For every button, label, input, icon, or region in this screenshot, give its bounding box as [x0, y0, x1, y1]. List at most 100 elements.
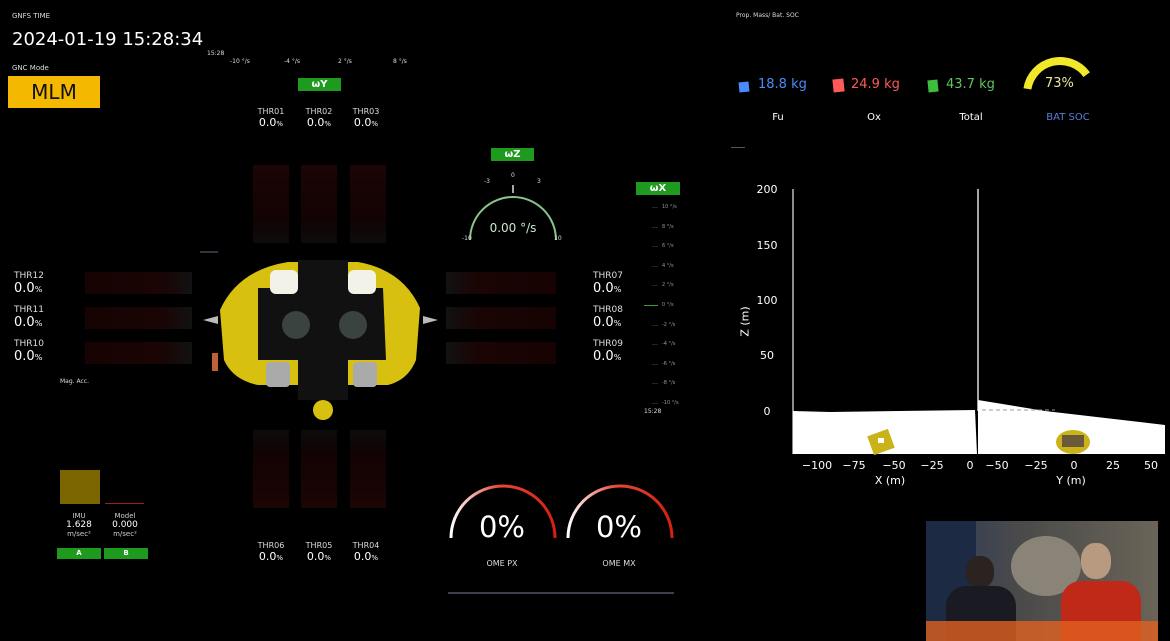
divider [448, 592, 674, 594]
scale-tick-label: 10 °/s [662, 204, 677, 210]
z-tick: 100 [756, 294, 778, 307]
scale-tick-label: 4 °/s [662, 262, 674, 269]
scale-tick-label: -10 °/s [662, 400, 679, 406]
imu-unit: m/sec² [67, 530, 91, 538]
thruster-thr10: THR10 0.0% [14, 339, 64, 364]
thruster-thr03: THR03 0.0% [341, 107, 391, 129]
x-tick: −50 [882, 459, 906, 472]
model-b-button[interactable]: B [104, 548, 148, 559]
unit: % [371, 120, 379, 128]
unit: % [371, 554, 379, 562]
thruster-value: 0.0 [593, 281, 614, 296]
thruster-value: 0.0 [258, 116, 277, 129]
scale-tick-label: -6 °/s [662, 360, 676, 367]
gauge-tick: 0 [511, 172, 515, 179]
ome-mx-value: 0% [595, 510, 642, 544]
thruster-name: THR02 [305, 107, 333, 116]
divider [731, 147, 745, 148]
scale-tick-line [652, 383, 658, 385]
thruster-thr12: THR12 0.0% [14, 271, 64, 296]
thruster-thr06: THR06 0.0% [246, 541, 296, 563]
mag-acc-title: Mag. Acc. [60, 378, 89, 385]
scale-tick-line [652, 207, 658, 208]
unit: % [276, 554, 284, 562]
y-tick: −25 [1024, 459, 1048, 472]
total-color-icon [927, 79, 939, 93]
x-tick: −100 [801, 459, 833, 472]
thruster-name: THR08 [593, 305, 623, 315]
y-axis-label: Y (m) [1056, 474, 1086, 487]
scale-tick-label: -4 °/s [662, 341, 676, 348]
thruster-value: 0.0 [14, 315, 35, 330]
gauge-arc [469, 196, 557, 241]
ox-label: Ox [867, 112, 881, 123]
y-tick: 25 [1106, 459, 1120, 472]
gauge-tick: 10 [554, 235, 562, 242]
thruster-bar [446, 342, 556, 364]
scale-tick-line [652, 226, 658, 228]
omega-z-value: 0.00 °/s [489, 221, 537, 235]
scale-tick-label: 8 °/s [662, 223, 674, 230]
fu-color-icon [738, 81, 750, 93]
thruster-name: THR01 [257, 107, 285, 116]
gauge-tick: 3 [537, 178, 541, 185]
imu-readout: IMU 1.628 m/sec² [55, 512, 103, 538]
unit: % [276, 120, 284, 128]
unit: % [34, 285, 43, 294]
bat-soc-gauge [1023, 57, 1090, 90]
lander-marker-y [1056, 430, 1090, 454]
trajectory-plot [792, 189, 1165, 456]
thruster-bar [253, 165, 289, 243]
imu-value: 1.628 [66, 520, 92, 530]
model-value: 0.000 [112, 520, 138, 530]
gnfs-time-label: GNFS TIME [12, 12, 51, 20]
thruster-value: 0.0 [14, 281, 35, 296]
z-tick: 150 [756, 239, 778, 252]
thruster-bar [85, 272, 192, 294]
thruster-bar [446, 272, 556, 294]
thruster-bar [350, 430, 386, 508]
thruster-name: THR10 [14, 339, 44, 349]
omega-z-label: ωZ [491, 148, 534, 161]
thruster-value: 0.0 [593, 349, 614, 364]
thruster-value: 0.0 [306, 116, 325, 129]
omega-y-tick: 2 °/s [338, 58, 352, 65]
thruster-thr05: THR05 0.0% [294, 541, 344, 563]
total-label: Total [959, 112, 983, 123]
imu-a-button[interactable]: A [57, 548, 101, 559]
bat-soc-label: BAT SOC [1046, 112, 1090, 123]
x-tick: −75 [842, 459, 866, 472]
thruster-value: 0.0 [353, 116, 372, 129]
imu-label: IMU [72, 512, 86, 520]
gauge-tick: -10 [462, 235, 472, 242]
x-tick: 0 [966, 459, 974, 472]
lander-top-view [203, 260, 438, 420]
scale-tick-line [652, 246, 658, 248]
thruster-name: THR11 [14, 305, 44, 315]
gauge-tick: -3 [484, 178, 490, 185]
thruster-thr07: THR07 0.0% [593, 271, 643, 296]
scale-tick-line [652, 324, 658, 326]
thruster-name: THR05 [305, 541, 333, 550]
scale-tick-line [644, 305, 658, 306]
scale-tick-line [652, 265, 658, 267]
z-tick: 200 [756, 183, 778, 196]
thruster-bar [446, 307, 556, 329]
thruster-name: THR04 [352, 541, 380, 550]
scale-tick-label: 2 °/s [662, 282, 674, 289]
scale-tick-label: -8 °/s [662, 380, 676, 387]
thruster-bar [85, 307, 192, 329]
imu-bar [60, 470, 100, 504]
webcam-feed [926, 521, 1158, 641]
thruster-name: THR09 [593, 339, 623, 349]
model-unit: m/sec² [113, 530, 137, 538]
y-tick: 50 [1144, 459, 1158, 472]
omega-x-time: 15:28 [644, 408, 662, 415]
lander-marker-x [867, 428, 895, 456]
thruster-value: 0.0 [14, 349, 35, 364]
thruster-thr04: THR04 0.0% [341, 541, 391, 563]
bat-soc-arc [1023, 57, 1090, 90]
model-bar [105, 503, 144, 504]
ox-color-icon [832, 78, 845, 93]
unit: % [324, 554, 332, 562]
